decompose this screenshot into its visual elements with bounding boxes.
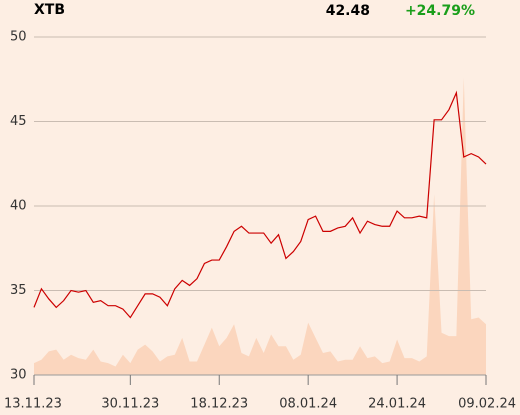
y-tick-label: 35 xyxy=(10,283,27,298)
x-tick-label: 18.12.23 xyxy=(190,397,248,412)
chart-title: XTB xyxy=(34,2,65,18)
x-tick-label: 13.11.23 xyxy=(4,397,62,412)
price-line xyxy=(33,90,487,319)
price-change: +24.79% xyxy=(405,3,475,19)
y-tick-label: 30 xyxy=(10,368,27,383)
volume-area xyxy=(34,77,486,375)
y-tick-label: 45 xyxy=(10,114,27,129)
y-tick-label: 50 xyxy=(10,30,27,45)
y-tick-label: 40 xyxy=(10,199,27,214)
x-tick-label: 09.02.24 xyxy=(458,397,516,412)
x-tick-label: 08.01.24 xyxy=(279,397,337,412)
last-price: 42.48 xyxy=(326,3,370,19)
x-tick-label: 24.01.24 xyxy=(368,397,426,412)
x-tick-label: 30.11.23 xyxy=(101,397,159,412)
